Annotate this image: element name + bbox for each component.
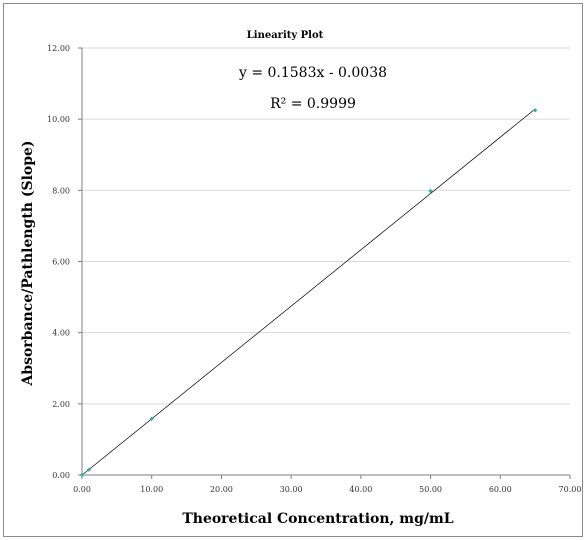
data-point [86, 467, 92, 472]
gridlines [82, 47, 570, 405]
x-tick-label: 60.00 [489, 485, 512, 494]
y-tick-label: 2.00 [52, 400, 70, 409]
x-tick-label: 50.00 [419, 485, 442, 494]
x-tick-label: 0.00 [73, 485, 91, 494]
trendline-equation: y = 0.1583x - 0.0038 [238, 65, 387, 81]
x-tick-label: 30.00 [280, 485, 303, 494]
y-tick-label: 10.00 [47, 115, 70, 124]
data-point [149, 416, 154, 421]
trendline [81, 108, 536, 476]
y-tick-label: 6.00 [52, 258, 70, 267]
data-point [532, 108, 538, 113]
chart-title: Linearity Plot [247, 30, 324, 41]
data-point [79, 472, 85, 478]
x-axis-title: Theoretical Concentration, mg/mL [182, 511, 453, 527]
data-points [79, 108, 538, 478]
x-tick-label: 70.00 [559, 485, 582, 494]
y-tick-label: 0.00 [52, 471, 70, 480]
r-squared-label: R² = 0.9999 [270, 96, 356, 112]
y-tick-label: 8.00 [52, 186, 70, 195]
trendline-layer [81, 108, 536, 476]
y-tick-label: 4.00 [52, 329, 70, 338]
x-tick-label: 40.00 [349, 485, 372, 494]
y-axis-title: Absorbance/Pathlength (Slope) [20, 140, 36, 386]
tick-labels: 0.00 2.00 4.00 6.00 8.00 10.00 12.00 0.00 10.00 2… [47, 44, 581, 494]
x-tick-label: 20.00 [210, 485, 233, 494]
data-point [428, 188, 433, 194]
y-tick-label: 12.00 [47, 44, 70, 53]
x-tick-label: 10.00 [140, 485, 163, 494]
